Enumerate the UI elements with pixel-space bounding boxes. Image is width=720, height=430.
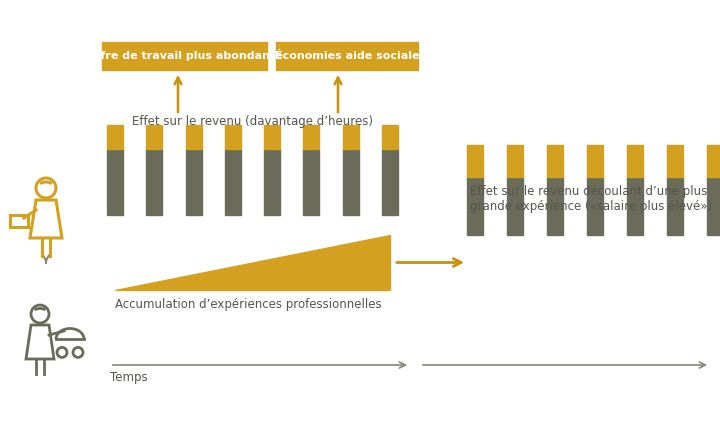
Bar (507, 145, 523, 178)
Bar (547, 178, 563, 235)
Polygon shape (115, 235, 390, 290)
Bar (587, 178, 603, 235)
Bar (382, 149, 398, 215)
Text: Économies aide sociale: Économies aide sociale (275, 51, 419, 61)
Bar (264, 125, 280, 149)
Bar (547, 145, 563, 178)
Bar (343, 125, 359, 149)
Bar (107, 149, 123, 215)
Bar (707, 178, 720, 235)
Text: Accumulation d’expériences professionnelles: Accumulation d’expériences professionnel… (115, 298, 382, 311)
Bar (107, 125, 123, 149)
Bar (467, 178, 483, 235)
Bar (667, 178, 683, 235)
Bar (276, 42, 418, 70)
Bar (102, 42, 267, 70)
Bar (627, 178, 643, 235)
Bar (186, 125, 202, 149)
Bar (303, 149, 320, 215)
Bar (587, 145, 603, 178)
Bar (467, 145, 483, 178)
Bar (382, 125, 398, 149)
Bar (146, 125, 162, 149)
Text: Effet sur le revenu (davantage d’heures): Effet sur le revenu (davantage d’heures) (132, 115, 373, 128)
Bar (627, 145, 643, 178)
Bar (707, 145, 720, 178)
Bar (264, 149, 280, 215)
Bar (225, 149, 241, 215)
Text: Effet sur le revenu découlant d’une plus
grande expérience («salaire plus élevé»: Effet sur le revenu découlant d’une plus… (470, 185, 712, 213)
Text: Temps: Temps (110, 371, 148, 384)
Bar (667, 145, 683, 178)
Bar (343, 149, 359, 215)
Bar (146, 149, 162, 215)
Bar (303, 125, 320, 149)
Bar (225, 125, 241, 149)
Bar (507, 178, 523, 235)
Bar (10, 215, 28, 227)
Text: Offre de travail plus abondante: Offre de travail plus abondante (86, 51, 283, 61)
Bar (186, 149, 202, 215)
